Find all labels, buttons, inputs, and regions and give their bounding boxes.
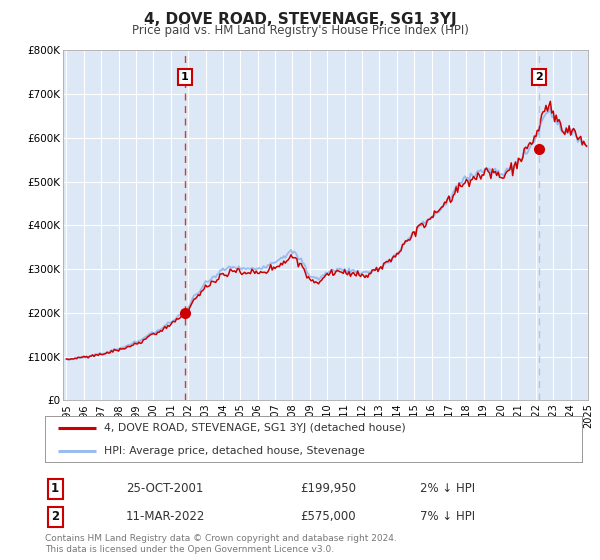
Text: 1: 1 (51, 482, 59, 496)
Text: 4, DOVE ROAD, STEVENAGE, SG1 3YJ (detached house): 4, DOVE ROAD, STEVENAGE, SG1 3YJ (detach… (104, 423, 406, 433)
Text: £575,000: £575,000 (300, 510, 356, 524)
Text: 25-OCT-2001: 25-OCT-2001 (126, 482, 203, 496)
Text: 7% ↓ HPI: 7% ↓ HPI (420, 510, 475, 524)
Text: 11-MAR-2022: 11-MAR-2022 (126, 510, 205, 524)
Text: £199,950: £199,950 (300, 482, 356, 496)
Text: Contains HM Land Registry data © Crown copyright and database right 2024.: Contains HM Land Registry data © Crown c… (45, 534, 397, 543)
Text: Price paid vs. HM Land Registry's House Price Index (HPI): Price paid vs. HM Land Registry's House … (131, 24, 469, 36)
Text: HPI: Average price, detached house, Stevenage: HPI: Average price, detached house, Stev… (104, 446, 365, 456)
Text: 2% ↓ HPI: 2% ↓ HPI (420, 482, 475, 496)
Text: This data is licensed under the Open Government Licence v3.0.: This data is licensed under the Open Gov… (45, 545, 334, 554)
Text: 2: 2 (535, 72, 543, 82)
Text: 1: 1 (181, 72, 188, 82)
Text: 2: 2 (51, 510, 59, 524)
Text: 4, DOVE ROAD, STEVENAGE, SG1 3YJ: 4, DOVE ROAD, STEVENAGE, SG1 3YJ (143, 12, 457, 27)
